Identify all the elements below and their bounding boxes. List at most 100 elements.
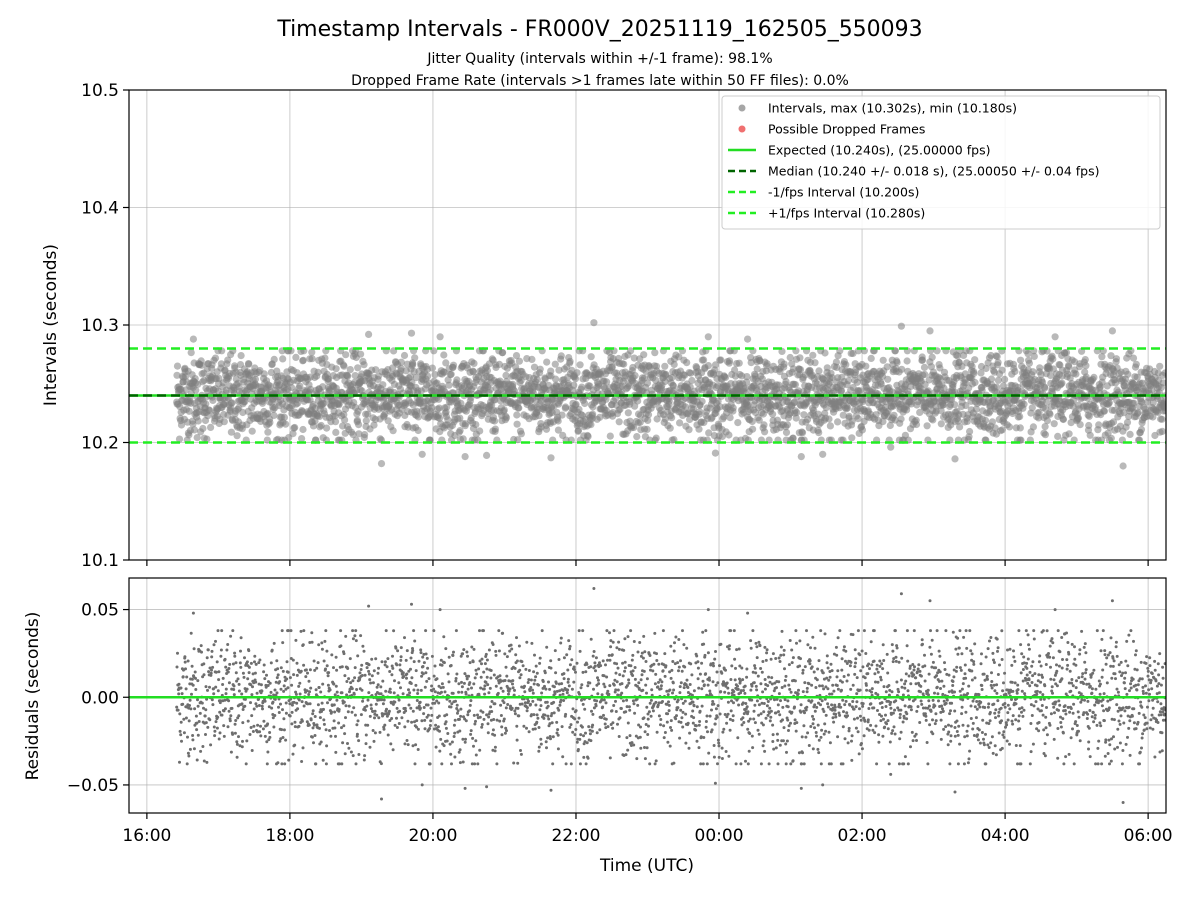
residual-point <box>366 698 370 702</box>
interval-point <box>456 414 464 422</box>
interval-point <box>581 399 589 408</box>
residual-point <box>254 662 258 666</box>
interval-point <box>1086 431 1094 439</box>
interval-point <box>951 401 959 409</box>
residual-point <box>448 699 452 703</box>
residual-point <box>470 693 474 697</box>
residual-point <box>202 673 206 677</box>
interval-point <box>734 419 742 427</box>
residual-point <box>186 751 190 755</box>
legend-label: Expected (10.240s), (25.00000 fps) <box>768 143 990 158</box>
residual-point <box>368 745 372 749</box>
residual-point <box>447 680 451 684</box>
residual-point <box>182 731 186 735</box>
residual-point <box>254 702 258 706</box>
intervals-y-tick-label: 10.4 <box>81 199 119 219</box>
residual-point <box>212 643 216 647</box>
interval-point <box>951 455 959 463</box>
residual-point <box>182 717 186 721</box>
residual-point <box>227 667 231 670</box>
residual-point <box>519 673 523 677</box>
residual-point <box>210 668 213 672</box>
residual-point <box>346 667 350 670</box>
residual-point <box>489 676 493 680</box>
residual-point <box>235 740 239 744</box>
interval-point <box>940 384 948 392</box>
interval-point <box>1148 386 1156 394</box>
residual-point <box>468 709 471 713</box>
interval-point <box>245 360 253 368</box>
residual-point <box>579 733 583 737</box>
residual-point <box>313 734 317 737</box>
residual-point <box>251 672 255 676</box>
residual-point <box>451 654 455 657</box>
interval-point <box>173 371 181 379</box>
residual-point <box>176 651 179 655</box>
interval-point <box>927 363 936 371</box>
residual-point <box>358 677 362 681</box>
residual-point <box>273 697 277 701</box>
residual-point <box>479 686 483 690</box>
residual-point <box>546 736 550 740</box>
interval-point <box>495 360 503 368</box>
residual-point <box>367 691 371 695</box>
residual-point <box>558 693 562 697</box>
interval-point <box>1030 352 1038 360</box>
residual-point <box>282 689 286 693</box>
interval-point <box>886 421 894 430</box>
residual-point <box>324 629 328 633</box>
interval-point <box>1058 379 1066 387</box>
residual-point <box>393 679 396 683</box>
residual-point <box>581 629 585 633</box>
residual-point <box>569 762 573 766</box>
residual-point <box>275 659 279 663</box>
residual-point <box>388 719 392 722</box>
interval-point <box>661 415 670 423</box>
residual-point <box>226 643 230 646</box>
interval-point <box>436 333 444 341</box>
residual-point <box>373 716 376 720</box>
residual-point <box>247 649 251 653</box>
residual-point <box>299 629 303 633</box>
interval-point <box>528 355 536 363</box>
residual-point <box>278 739 282 743</box>
interval-point <box>1109 418 1118 426</box>
residual-point <box>281 641 285 645</box>
interval-point <box>1095 421 1103 429</box>
interval-point <box>685 426 693 434</box>
residual-point <box>464 692 468 696</box>
residual-point <box>222 724 226 728</box>
residual-point <box>575 740 579 744</box>
residual-point <box>415 699 419 702</box>
residual-point <box>474 668 478 672</box>
interval-point <box>215 374 223 382</box>
interval-point <box>440 351 448 359</box>
residual-point <box>223 698 227 702</box>
residual-point <box>513 666 517 670</box>
residual-point <box>407 669 411 673</box>
legend-item-0: Intervals, max (10.302s), min (10.180s) <box>738 101 1017 116</box>
residual-point <box>175 705 179 709</box>
interval-point <box>294 399 302 407</box>
residual-point <box>377 716 381 720</box>
residual-point <box>445 713 449 717</box>
residual-point <box>401 692 405 696</box>
residual-point <box>370 657 374 661</box>
residual-point <box>320 647 324 651</box>
residual-point <box>534 703 538 707</box>
interval-point <box>267 368 275 377</box>
residual-point <box>318 716 322 720</box>
residual-point <box>210 655 214 659</box>
intervals-y-tick-label: 10.5 <box>81 81 119 101</box>
interval-point <box>372 366 380 374</box>
residual-point <box>393 723 397 727</box>
interval-point <box>1017 356 1025 364</box>
residual-point <box>302 704 306 708</box>
interval-point <box>963 417 971 425</box>
residual-point <box>459 714 463 718</box>
residual-point <box>239 649 242 653</box>
residual-point <box>486 722 490 726</box>
interval-point <box>1043 417 1051 425</box>
interval-point <box>510 387 519 395</box>
residual-point <box>390 664 394 668</box>
